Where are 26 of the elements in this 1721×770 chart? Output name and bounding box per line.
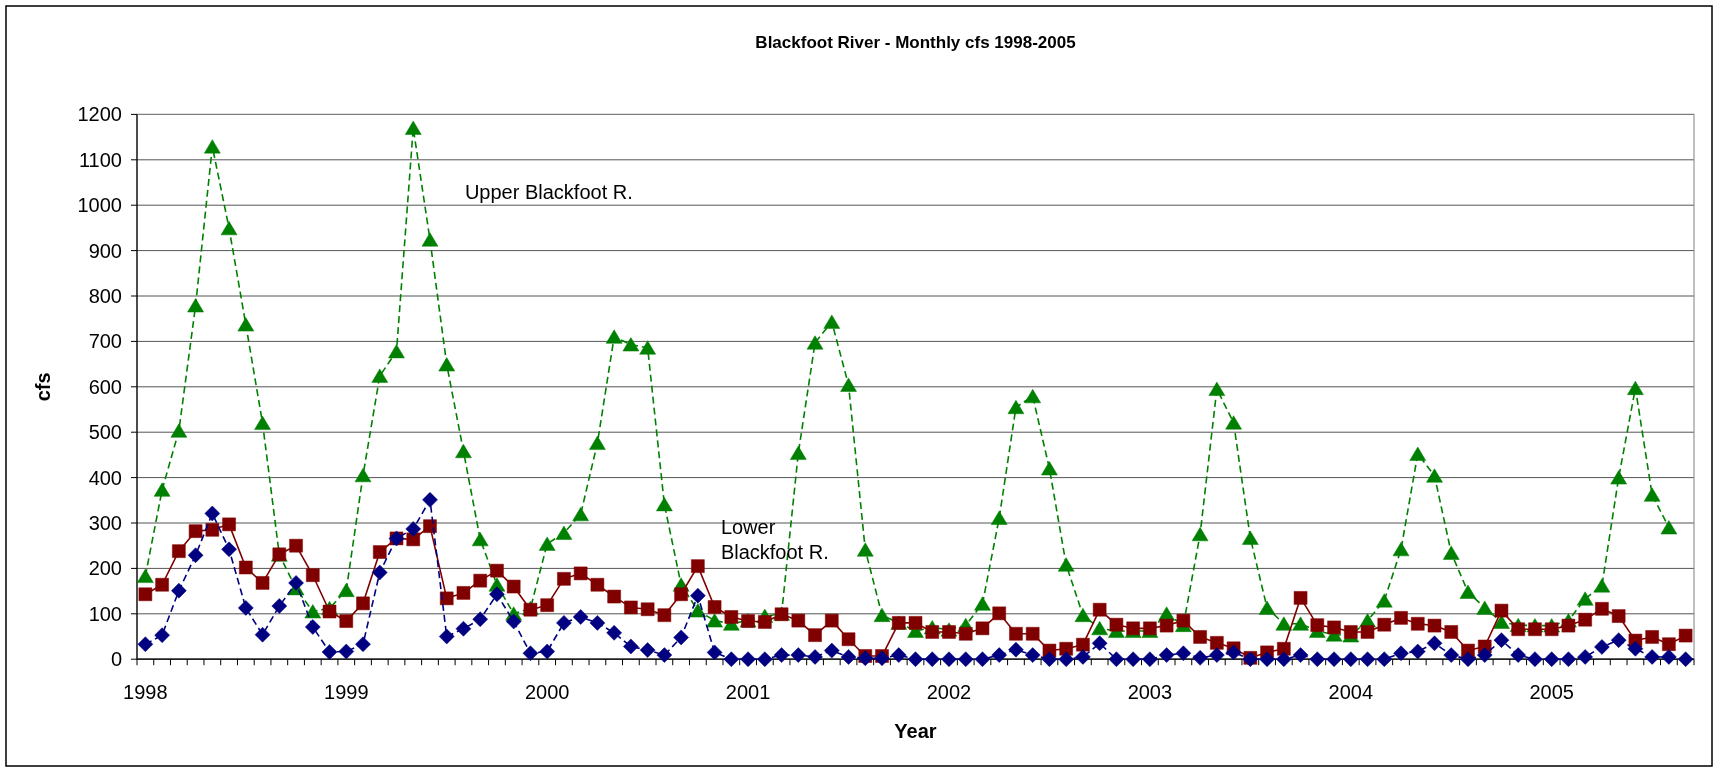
chart-title: Blackfoot River - Monthly cfs 1998-2005 [755,33,1076,52]
y-axis-title: cfs [32,372,54,402]
series-label: Lower Blackfoot R. [720,515,829,563]
y-tick-label: 300 [88,512,122,534]
x-tick-label: 1998 [123,681,168,703]
x-tick-label: 1999 [324,681,369,703]
y-tick-label: 400 [88,466,122,489]
x-axis-title: Year [894,720,937,742]
x-tick-label: 2000 [524,681,570,703]
y-tick-label: 200 [88,557,122,580]
y-tick-label: 800 [88,285,122,307]
y-tick-label: 1100 [78,148,122,171]
y-tick-label: 900 [88,239,122,262]
x-tick-label: 2005 [1529,681,1574,703]
x-tick-label: 2004 [1328,681,1374,703]
x-tick-label: 2003 [1127,681,1173,703]
y-tick-label: 1000 [77,194,122,217]
y-tick-label: 500 [88,421,122,444]
x-tick-label: 2002 [926,681,972,703]
y-tick-label: 1200 [77,103,122,126]
x-tick-label: 2001 [725,681,771,703]
y-tick-label: 0 [110,648,122,671]
y-tick-label: 600 [88,375,122,398]
y-tick-label: 700 [88,330,122,353]
y-tick-label: 100 [88,602,122,625]
series-label: Upper Blackfoot R. [464,181,633,204]
